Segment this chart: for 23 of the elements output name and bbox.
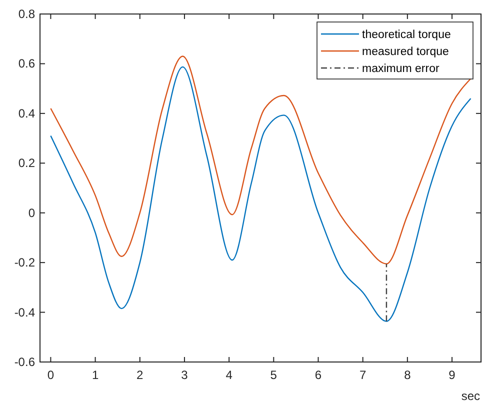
x-tick-label: 5 <box>270 368 278 382</box>
y-tick-label: -0.4 <box>14 305 36 320</box>
y-tick-label: -0.6 <box>14 355 36 369</box>
y-tick-label: 0 <box>28 206 36 220</box>
line-series <box>50 56 472 264</box>
x-tick-label: 0 <box>47 368 54 382</box>
x-tick-label: 4 <box>226 368 233 382</box>
y-tick-label: -0.2 <box>14 256 36 270</box>
legend-label: measured torque <box>362 46 449 58</box>
y-tick-label: 0.2 <box>18 156 36 170</box>
legend-label: theoretical torque <box>362 29 451 41</box>
y-tick-label: 0.8 <box>18 7 36 21</box>
x-tick-label: 8 <box>404 368 412 382</box>
x-tick-label: 9 <box>448 368 456 382</box>
x-tick-label: 7 <box>359 368 366 382</box>
x-tick-label: 3 <box>181 368 188 382</box>
y-tick-label: 0.4 <box>18 106 36 120</box>
x-tick-label: 2 <box>136 368 144 382</box>
x-tick-label: 6 <box>314 368 322 382</box>
x-tick-label: 1 <box>92 368 99 382</box>
legend-label: maximum error <box>362 63 440 75</box>
x-axis-title: sec <box>461 389 480 403</box>
y-tick-label: 0.6 <box>18 56 36 71</box>
